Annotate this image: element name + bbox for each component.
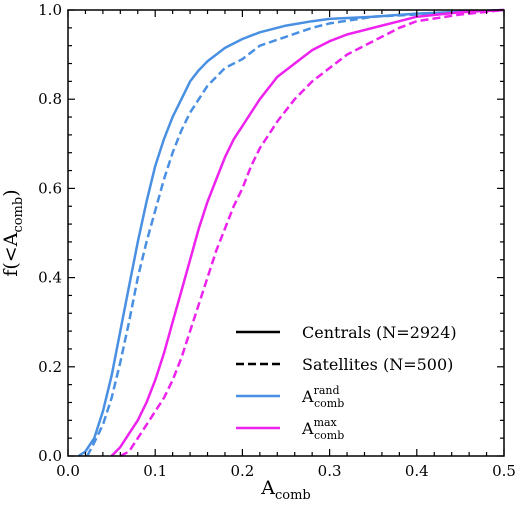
x-tick-label: 0.1 (143, 462, 167, 480)
legend: Centrals (N=2924) Satellites (N=500) Ara… (236, 323, 457, 442)
legend-max-sup: max (314, 416, 338, 429)
y-tick-label: 0.2 (38, 358, 62, 376)
legend-rand-sub: comb (314, 397, 344, 410)
series-line-2 (110, 8, 505, 457)
y-axis-title: f(<Acomb) (0, 189, 26, 276)
legend-label-satellites: Satellites (N=500) (302, 355, 453, 374)
y-axis-title-suffix: ) (0, 189, 22, 196)
y-tick-label: 0.4 (38, 269, 62, 287)
legend-label-max: Amax comb (301, 416, 344, 442)
x-tick-label: 0.4 (405, 462, 429, 480)
legend-label-rand: Arand comb (301, 384, 344, 410)
series-line-1 (86, 8, 505, 457)
legend-max-sub: comb (314, 429, 344, 442)
x-axis-title-sub: comb (275, 488, 311, 503)
y-tick-label: 0.6 (38, 179, 62, 197)
x-axis-title-main: A (260, 477, 275, 499)
series-line-3 (119, 8, 505, 458)
y-tick-label: 1.0 (38, 1, 62, 19)
ticks-layer: 0.0 0.1 0.2 0.3 0.4 0.5 0.0 0.2 0.4 0.6 0.8 1.0 (38, 1, 516, 480)
legend-rand-main: A (301, 387, 314, 406)
legend-rand-sup: rand (314, 384, 340, 397)
x-tick-label: 0.0 (56, 462, 80, 480)
legend-label-centrals: Centrals (N=2924) (302, 323, 457, 342)
y-tick-label: 0.0 (38, 447, 62, 465)
y-axis-title-sub: comb (11, 197, 26, 233)
legend-max-main: A (301, 419, 314, 438)
x-tick-label: 0.5 (492, 462, 516, 480)
plot-frame (67, 9, 505, 457)
x-axis-title: Acomb (260, 477, 311, 503)
x-tick-label: 0.3 (318, 462, 342, 480)
series-layer (77, 8, 505, 458)
y-axis-title-prefix: f(<A (0, 232, 22, 276)
series-line-0 (77, 8, 505, 458)
x-tick-label: 0.2 (230, 462, 254, 480)
y-tick-label: 0.8 (38, 90, 62, 108)
